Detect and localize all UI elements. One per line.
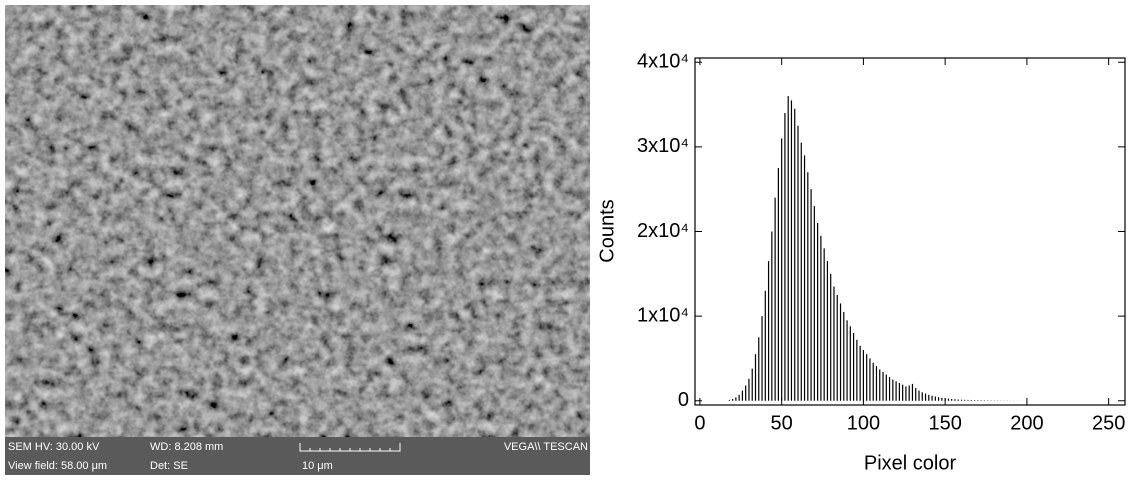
x-tick-label: 150 [928, 412, 961, 434]
sem-info: WD: 8.208 mm [150, 441, 223, 453]
x-tick-label: 0 [694, 412, 705, 434]
y-tick-label: 2x10⁴ [637, 220, 689, 242]
sem-texture [5, 5, 590, 437]
sem-info: SEM HV: 30.00 kV [8, 441, 100, 453]
y-tick-label: 0 [678, 389, 689, 411]
y-tick-label: 4x10⁴ [637, 51, 689, 73]
y-axis-label: Counts [596, 199, 618, 262]
sem-info: VEGA\\ TESCAN [504, 441, 588, 453]
sem-image: SEM HV: 30.00 kV WD: 8.208 mm VEGA\\ TES… [5, 5, 590, 475]
scale-bar [299, 443, 401, 452]
x-tick-label: 250 [1092, 412, 1125, 434]
plot-frame [694, 57, 1126, 406]
x-tick-label: 100 [847, 412, 880, 434]
x-tick-label: 50 [771, 412, 793, 434]
sem-info: View field: 58.00 μm [8, 460, 107, 472]
sem-info: Det: SE [150, 460, 188, 472]
x-tick-label: 200 [1010, 412, 1043, 434]
sem-info: 10 μm [302, 460, 333, 472]
sem-info-bar [5, 437, 590, 475]
y-tick-label: 1x10⁴ [637, 304, 689, 326]
y-tick-label: 3x10⁴ [637, 135, 689, 157]
x-axis-label: Pixel color [864, 452, 957, 474]
